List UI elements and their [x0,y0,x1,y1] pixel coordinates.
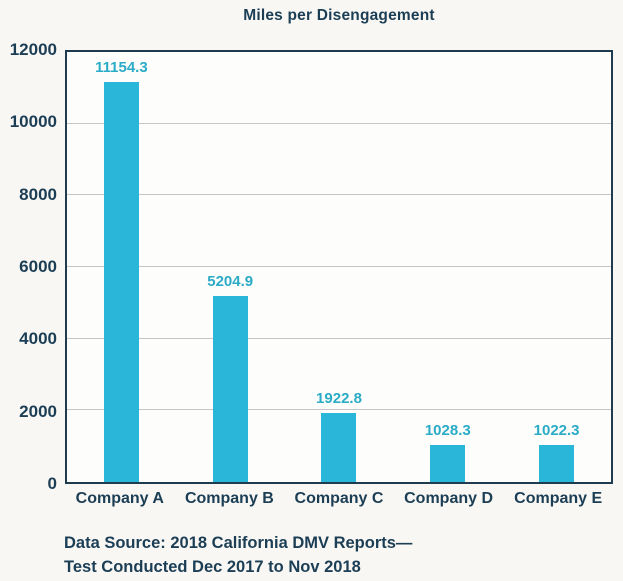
y-axis-tick-label-8000: 8000 [19,184,57,204]
gridline-8000 [67,194,611,196]
bar-slot-company-c: 1922.8 [285,52,394,482]
bar-value-label-company-b: 5204.9 [207,272,254,290]
source-note: Data Source: 2018 California DMV Reports… [64,531,412,579]
plot-area: 11154.3 5204.9 1922.8 1028.3 1022.3 [65,50,613,484]
bar-value-label-company-d: 1028.3 [424,422,471,440]
x-axis-label-company-a: Company A [75,490,164,507]
gridline-10000 [67,122,611,124]
bar-slot-company-a: 11154.3 [67,52,176,482]
y-axis-tick-label-0: 0 [47,474,57,493]
bar-company-d [430,445,466,482]
x-axis-label-company-b: Company B [184,490,274,507]
y-axis-tick-label-2000: 2000 [19,401,57,421]
x-axis-label-company-c: Company C [294,490,384,507]
bar-company-a [103,82,139,482]
source-note-line-1: Data Source: 2018 California DMV Reports… [64,534,413,552]
x-axis-label-company-d: Company D [404,490,494,507]
gridline-4000 [67,337,611,339]
bar-value-label-company-a: 11154.3 [95,59,148,77]
y-axis-tick-label-12000: 12000 [9,40,57,59]
bar-slot-company-d: 1028.3 [393,52,502,482]
bar-slot-company-b: 5204.9 [176,52,285,482]
y-axis-tick-label-6000: 6000 [19,257,57,276]
x-axis-label-company-e: Company E [514,490,603,507]
bar-company-c [321,413,357,482]
bar-value-label-company-e: 1022.3 [533,422,580,440]
x-axis-labels: Company A Company B Company C Company D Comp… [65,490,613,508]
y-axis-tick-label-10000: 10000 [9,112,57,132]
y-axis-tick-label-4000: 4000 [19,329,57,349]
gridline-2000 [67,409,611,411]
bar-slot-company-e: 1022.3 [502,52,611,482]
bar-company-e [539,445,575,482]
chart-title: Miles per Disengagement [243,7,435,24]
bar-series: 11154.3 5204.9 1922.8 1028.3 1022.3 [67,52,611,482]
bar-company-b [212,295,248,482]
bar-value-label-company-c: 1922.8 [316,390,362,408]
source-note-line-2: Test Conducted Dec 2017 to Nov 2018 [64,558,361,576]
gridline-6000 [67,266,611,267]
